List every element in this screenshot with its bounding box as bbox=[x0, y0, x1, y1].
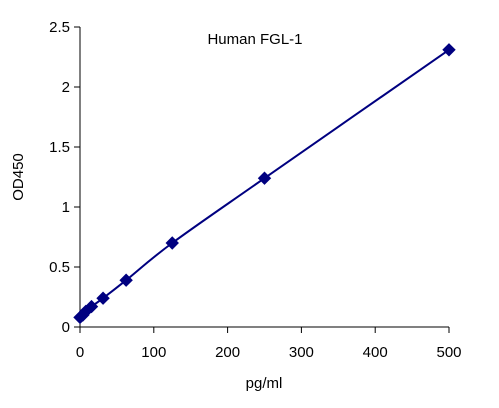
y-tick-label: 0.5 bbox=[49, 259, 70, 276]
y-tick-label: 1 bbox=[62, 199, 70, 216]
x-tick-label: 400 bbox=[363, 344, 388, 361]
x-axis-title: pg/ml bbox=[246, 375, 283, 392]
x-tick-label: 100 bbox=[141, 344, 166, 361]
x-tick-label: 500 bbox=[436, 344, 461, 361]
data-point-marker bbox=[165, 236, 179, 250]
data-point-marker bbox=[96, 291, 110, 305]
data-point-marker bbox=[257, 171, 272, 185]
x-tick-label: 200 bbox=[215, 344, 240, 361]
y-axis-title: OD450 bbox=[10, 153, 27, 201]
data-point-marker bbox=[84, 299, 99, 314]
axes bbox=[74, 26, 450, 333]
series-layer bbox=[73, 43, 456, 325]
y-tick-label: 2.5 bbox=[49, 19, 70, 36]
tick-labels: 0 0.5 1 1.5 2 2.5 0 100 200 300 400 500 bbox=[49, 19, 461, 361]
y-tick-label: 1.5 bbox=[49, 139, 70, 156]
chart-title: Human FGL-1 bbox=[207, 31, 302, 48]
x-tick-label: 300 bbox=[289, 344, 314, 361]
y-tick-label: 2 bbox=[62, 79, 70, 96]
y-tick-label: 0 bbox=[62, 319, 70, 336]
data-point-marker bbox=[119, 273, 133, 287]
x-tick-label: 0 bbox=[76, 344, 84, 361]
data-point-marker bbox=[442, 43, 456, 57]
